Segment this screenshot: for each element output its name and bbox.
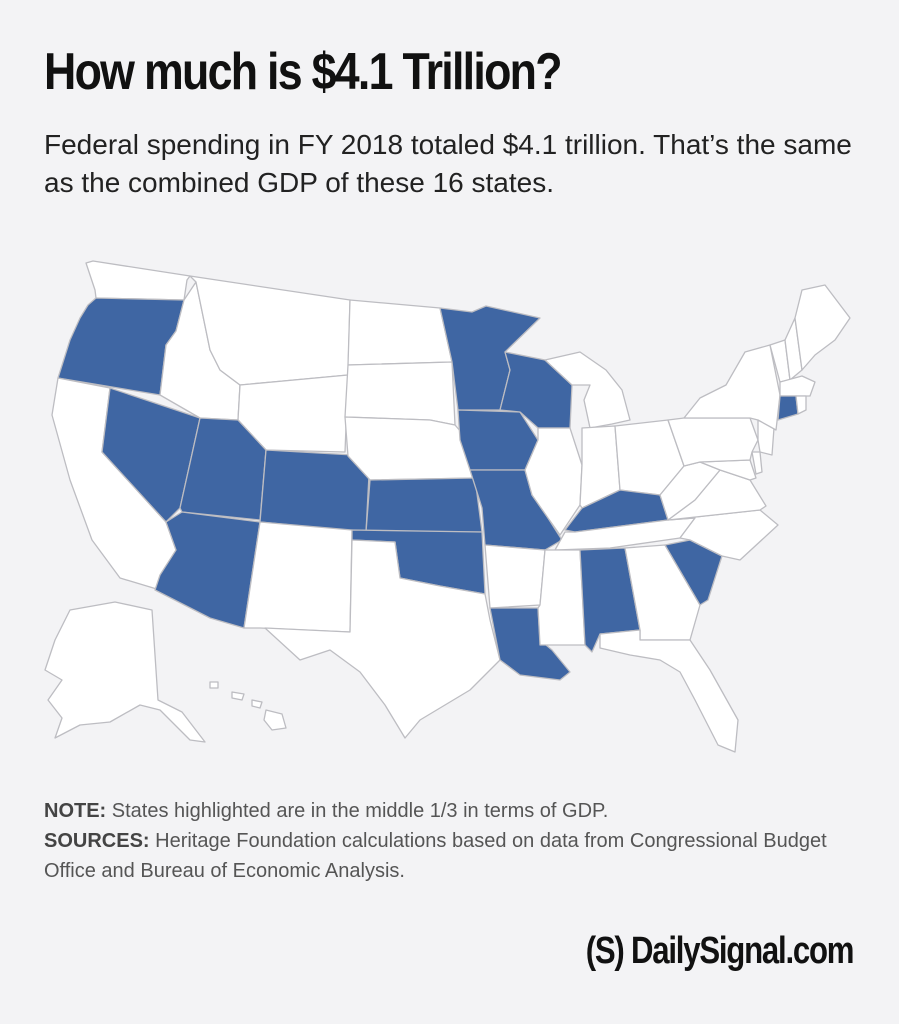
state-kansas <box>365 477 483 533</box>
us-map <box>30 250 870 770</box>
state-arizona <box>154 511 261 629</box>
state-north-carolina <box>667 509 779 561</box>
state-maine <box>794 284 851 371</box>
note-label: NOTE: <box>44 800 107 822</box>
state-massachusetts <box>779 375 816 397</box>
state-washington <box>85 260 191 301</box>
state-south-carolina <box>664 539 723 606</box>
note-text: States highlighted are in the middle 1/3… <box>106 800 609 822</box>
page-title: How much is $4.1 Trillion? <box>44 43 563 101</box>
state-mississippi <box>537 549 586 646</box>
state-connecticut <box>777 395 799 421</box>
state-illinois <box>524 427 583 536</box>
state-new-york <box>683 344 781 431</box>
sources-label: SOURCES: <box>44 830 150 852</box>
sources-line: SOURCES: Heritage Foundation calculation… <box>44 826 864 886</box>
footnotes: NOTE: States highlighted are in the midd… <box>44 796 864 886</box>
state-hawaii-3 <box>251 699 263 709</box>
sources-text: Heritage Foundation calculations based o… <box>44 830 827 882</box>
state-new-mexico <box>243 521 353 633</box>
state-arkansas <box>484 544 546 609</box>
note-line: NOTE: States highlighted are in the midd… <box>44 796 864 826</box>
state-rhode-island <box>795 395 807 415</box>
us-map-svg <box>44 260 851 753</box>
state-hawaii-4 <box>263 709 287 731</box>
state-florida <box>599 629 739 753</box>
state-hawaii-2 <box>231 691 245 701</box>
subtitle: Federal spending in FY 2018 totaled $4.1… <box>44 129 852 198</box>
dailysignal-logo: (S) DailySignal.com <box>585 930 854 972</box>
state-wyoming <box>237 374 349 453</box>
state-north-dakota <box>347 299 453 366</box>
state-iowa <box>457 409 539 471</box>
state-texas <box>264 539 501 739</box>
state-delaware <box>751 451 763 475</box>
state-hawaii-1 <box>209 681 219 689</box>
state-south-dakota <box>344 361 456 426</box>
state-alaska <box>44 601 206 743</box>
state-nebraska <box>344 416 476 481</box>
state-nevada <box>101 387 201 523</box>
state-pennsylvania <box>667 417 759 467</box>
state-michigan <box>544 351 631 429</box>
